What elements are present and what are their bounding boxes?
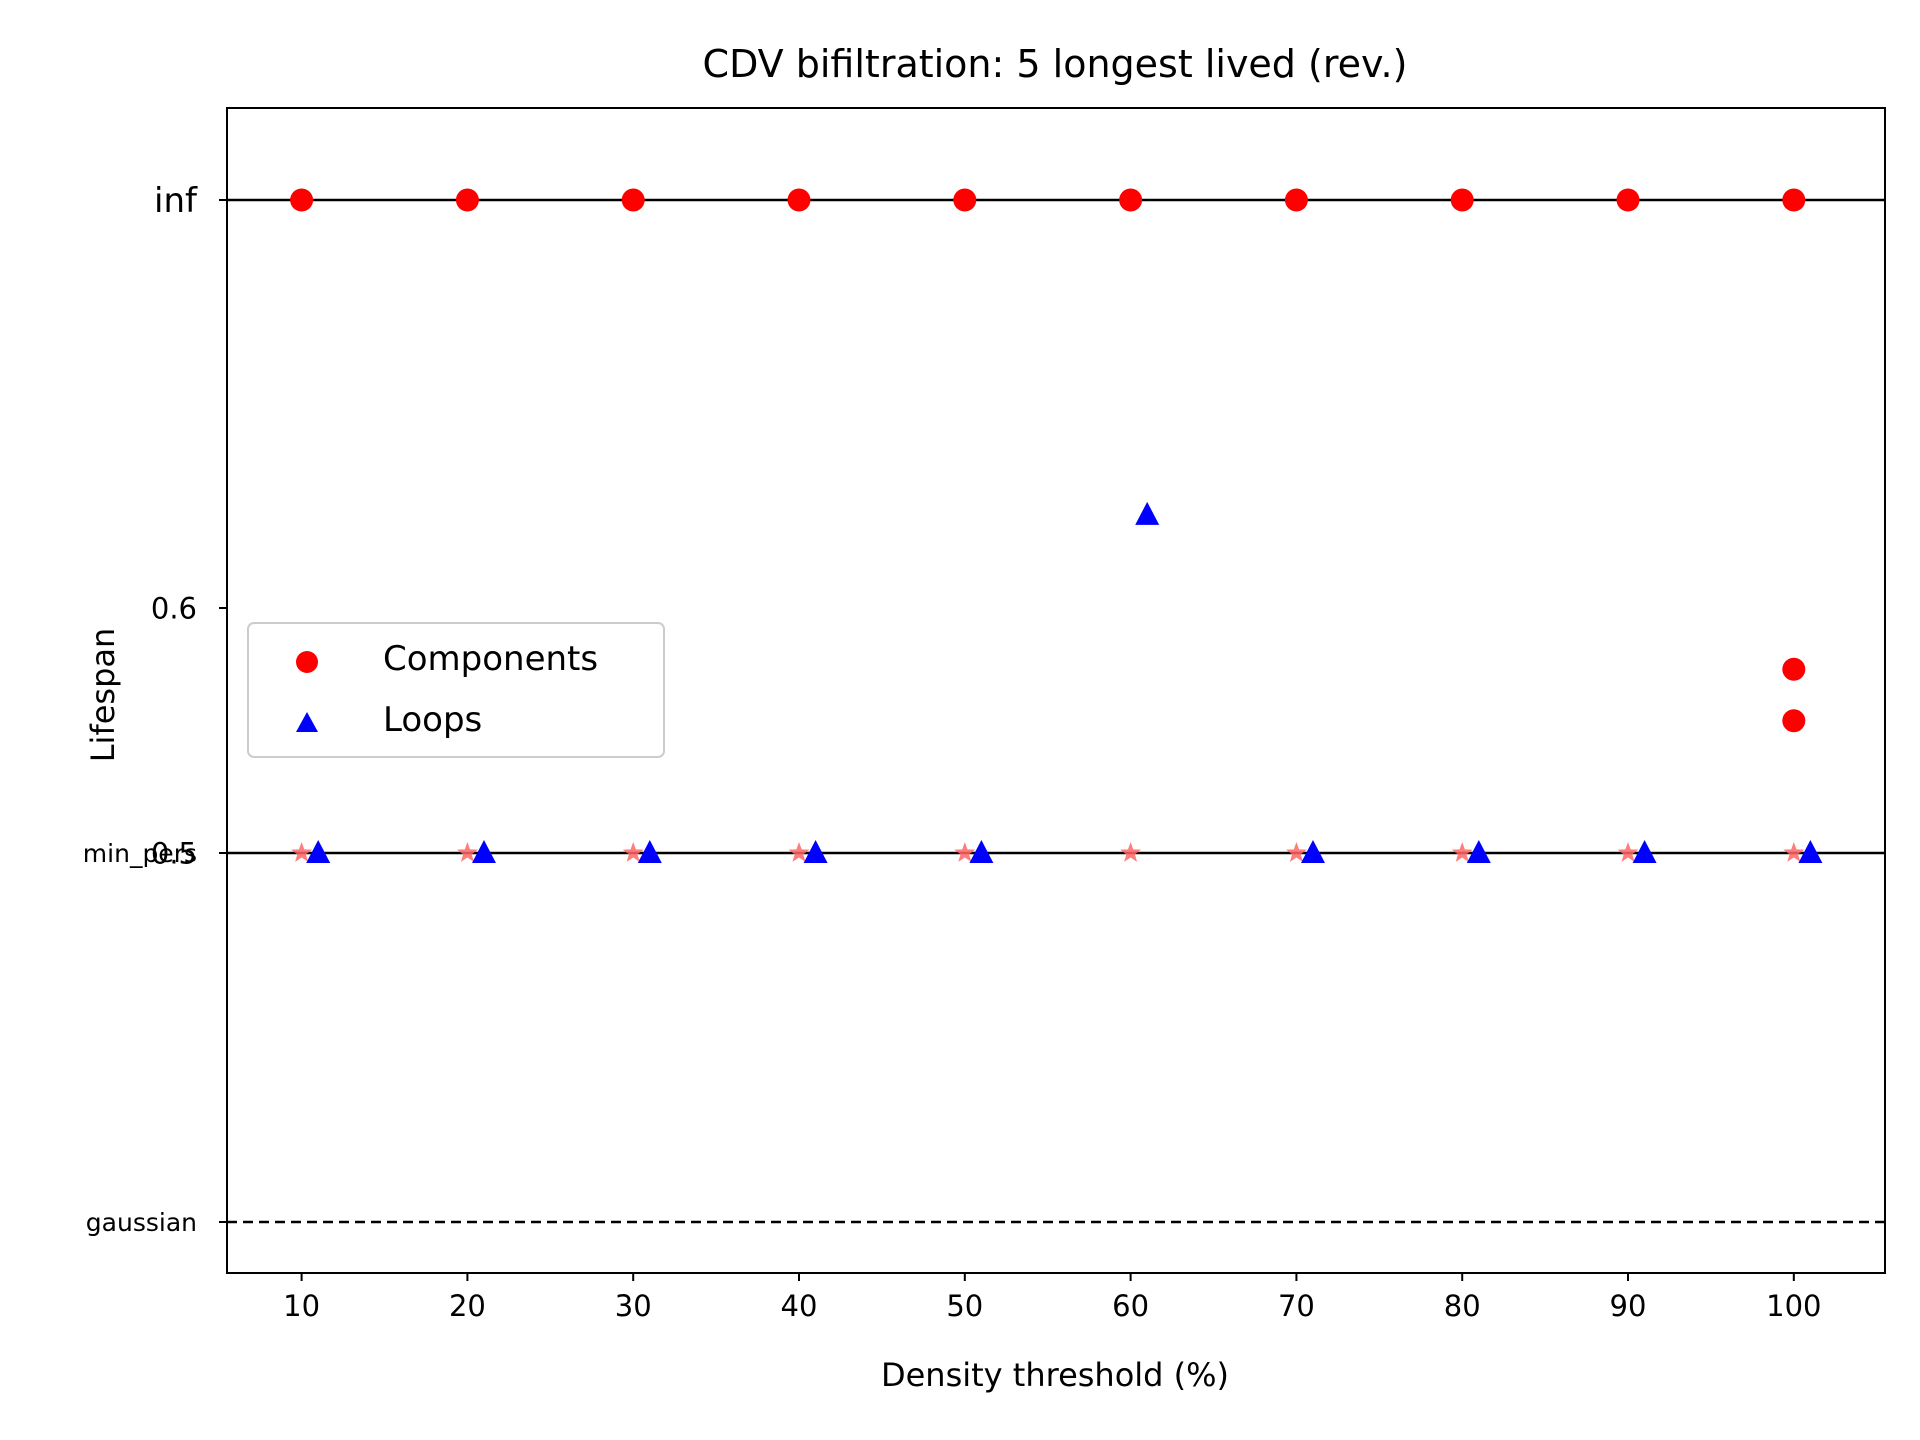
loop-point	[969, 840, 994, 863]
legend-loops-marker	[296, 712, 318, 732]
component-point	[1119, 188, 1143, 212]
x-tick-label: 20	[449, 1289, 486, 1323]
component-point	[787, 188, 811, 212]
x-tick-label: 50	[946, 1289, 983, 1323]
loop-point	[1135, 501, 1160, 525]
y-tick-label: 0.6	[151, 591, 197, 625]
loop-point	[306, 840, 331, 863]
x-tick-label: 80	[1444, 1289, 1481, 1323]
y-axis-label: Lifespan	[84, 628, 122, 763]
star-point	[1783, 842, 1805, 862]
loop-point	[1300, 840, 1325, 863]
loop-point	[1466, 840, 1491, 863]
loop-point	[1798, 840, 1823, 863]
y-tick-label: min_pers	[83, 839, 197, 868]
x-tick-label: 30	[615, 1289, 652, 1323]
star-point	[954, 842, 976, 862]
component-point	[621, 188, 645, 212]
component-point	[1782, 188, 1806, 212]
y-tick-label: inf	[154, 181, 198, 221]
component-point	[290, 188, 314, 212]
legend-box	[247, 622, 665, 758]
loop-point	[1632, 840, 1657, 863]
y-tick-label: 0.5	[151, 836, 197, 870]
x-tick-label: 90	[1610, 1289, 1647, 1323]
star-point	[456, 842, 478, 862]
legend: Components Loops	[247, 622, 665, 758]
x-axis-label: Density threshold (%)	[881, 1356, 1229, 1394]
x-tick-label: 70	[1278, 1289, 1315, 1323]
component-point	[1782, 657, 1806, 681]
legend-components-marker	[296, 651, 318, 673]
reference-lines	[227, 198, 1885, 1224]
star-point	[622, 842, 644, 862]
star-point	[1617, 842, 1639, 862]
legend-components-label: Components	[383, 639, 598, 679]
component-point	[1450, 188, 1474, 212]
x-tick-label: 100	[1766, 1289, 1821, 1323]
star-point	[1451, 842, 1473, 862]
x-tick-label: 40	[781, 1289, 818, 1323]
star-point	[788, 842, 810, 862]
star-point	[291, 842, 313, 862]
loop-point	[637, 840, 662, 863]
component-point	[1616, 188, 1640, 212]
x-tick-label: 10	[283, 1289, 320, 1323]
component-point	[953, 188, 977, 212]
data-markers	[290, 188, 1823, 863]
legend-loops-label: Loops	[383, 700, 482, 740]
star-point	[1285, 842, 1307, 862]
star-point	[1120, 842, 1142, 862]
component-point	[1782, 709, 1806, 733]
component-point	[1284, 188, 1308, 212]
component-point	[455, 188, 479, 212]
x-axis: 10 20 30 40 50 60 70 80 90 100	[283, 1273, 1821, 1323]
plot-frame	[226, 107, 1886, 1274]
chart-title: CDV bifiltration: 5 longest lived (rev.)	[703, 42, 1408, 86]
x-tick-label: 60	[1112, 1289, 1149, 1323]
loop-point	[471, 840, 496, 863]
loop-point	[803, 840, 828, 863]
y-tick-label: gaussian	[86, 1208, 197, 1237]
